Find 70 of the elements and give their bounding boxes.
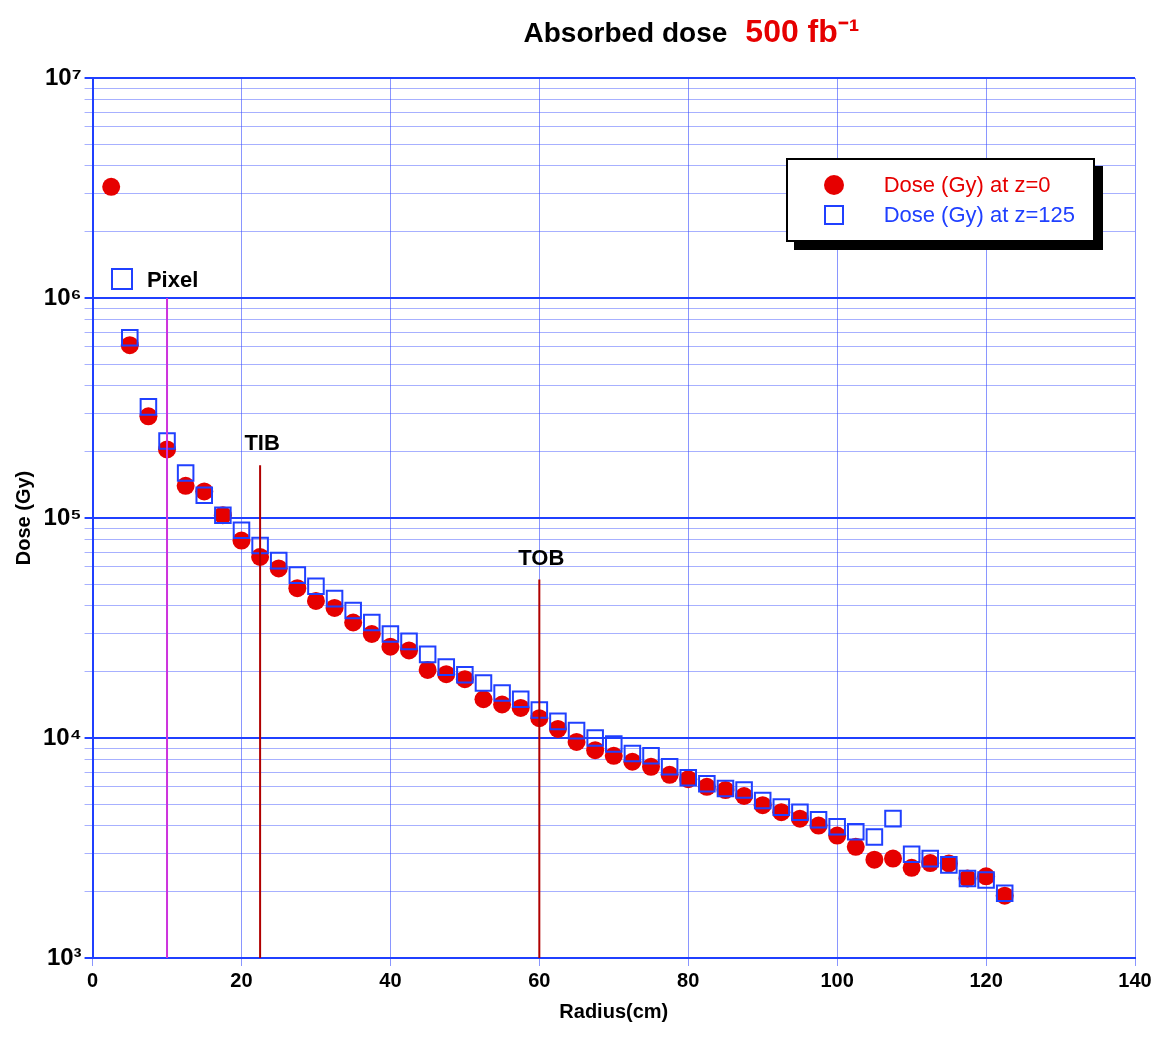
point [102, 177, 121, 196]
point [846, 837, 865, 856]
point [549, 712, 567, 731]
point [828, 817, 846, 836]
point [847, 822, 865, 841]
legend-label: Dose (Gy) at z=0 [883, 171, 1051, 199]
x-tick-label: 140 [1118, 968, 1152, 991]
point [753, 791, 772, 810]
x-tick-label: 20 [230, 968, 253, 991]
x-tick-label: 60 [528, 968, 551, 991]
point [176, 464, 195, 482]
y-axis-title: Dose (Gy) [11, 470, 34, 566]
point [884, 809, 902, 828]
point [418, 645, 437, 664]
point [418, 660, 437, 679]
point [474, 690, 493, 709]
point [158, 432, 176, 450]
point [474, 674, 493, 692]
point [456, 665, 474, 684]
chart-subtitle: 500 fb⁻¹ [745, 13, 860, 49]
point [269, 551, 288, 570]
point [567, 721, 586, 740]
x-tick-label: 100 [820, 968, 854, 991]
point [623, 744, 642, 763]
point [977, 871, 995, 889]
point [363, 613, 381, 632]
point [381, 625, 400, 643]
point [325, 589, 344, 608]
point [232, 521, 251, 539]
point [121, 328, 139, 347]
y-tick-label: 10³ [46, 942, 82, 970]
point [809, 810, 828, 829]
x-tick-label: 0 [87, 968, 99, 991]
point [791, 803, 809, 821]
point [400, 632, 418, 651]
ref-line-label: TOB [518, 544, 565, 570]
point [251, 536, 269, 555]
point [586, 729, 604, 747]
point [344, 601, 362, 620]
ref-line-label: TIB [244, 430, 280, 456]
x-tick-label: 40 [379, 968, 402, 991]
y-tick-label: 10⁵ [43, 502, 82, 530]
x-tick-label: 120 [969, 968, 1003, 991]
point [660, 757, 679, 776]
y-tick-label: 10⁶ [43, 282, 82, 310]
point [493, 684, 511, 702]
point [921, 849, 940, 868]
point [288, 566, 307, 584]
point [306, 591, 325, 610]
ref-line-label: Pixel [146, 267, 199, 293]
x-axis-title: Radius(cm) [559, 999, 669, 1022]
point [865, 828, 884, 846]
point [307, 577, 325, 595]
point [437, 658, 456, 676]
point [195, 486, 214, 504]
point [865, 850, 884, 869]
point [139, 398, 158, 416]
point [735, 781, 753, 799]
point [605, 735, 623, 753]
y-tick-label: 10⁷ [44, 62, 82, 90]
chart-title: Absorbed dose [523, 17, 728, 48]
x-tick-label: 80 [677, 968, 700, 991]
point [772, 798, 791, 816]
point [902, 845, 921, 864]
point [884, 849, 903, 868]
point [511, 690, 530, 709]
point [642, 747, 660, 765]
point [530, 701, 549, 719]
legend-label: Dose (Gy) at z=125 [883, 201, 1075, 229]
y-tick-label: 10⁴ [42, 722, 82, 750]
